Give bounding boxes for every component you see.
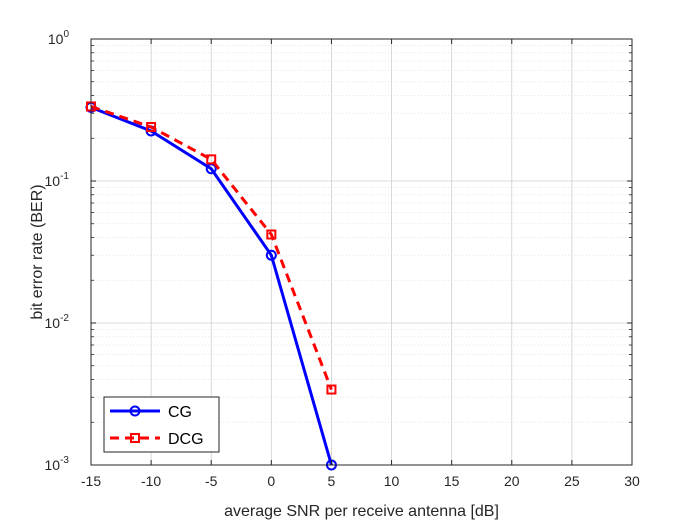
y-axis-label: bit error rate (BER) [29,184,46,319]
axes-box [90,38,633,466]
x-tick-label: 5 [328,473,336,489]
x-tick-labels: -15 -10 -5 0 5 10 15 20 25 30 [81,473,640,489]
x-tick-label: 0 [267,473,275,489]
data-point-dcg [266,229,277,240]
series-line-cg [90,105,333,466]
legend-label-dcg: DCG [168,431,204,448]
y-tick-label: 10-2 [45,313,70,331]
x-tick-label: 30 [624,473,640,489]
y-tick-label: 100 [48,29,70,47]
y-tick-labels: 100 10-1 10-2 10-3 [45,29,70,473]
data-point-dcg [326,384,337,395]
ticks [90,38,633,466]
data-point-cg [265,249,277,261]
x-tick-label: -10 [141,473,161,489]
x-tick-label: 25 [564,473,580,489]
x-tick-label: 10 [384,473,400,489]
x-tick-label: 20 [504,473,520,489]
plot-area [91,39,632,465]
x-axis-label: average SNR per receive antenna [dB] [224,503,499,520]
grid [91,39,632,465]
x-tick-label: -5 [205,473,218,489]
legend-marker-dcg [130,433,140,443]
x-tick-label: -15 [81,473,101,489]
data-point-dcg [146,122,157,133]
legend-box [103,396,220,453]
y-tick-label: 10-3 [45,455,70,473]
legend-label-cg: CG [168,404,192,421]
x-tick-label: 15 [444,473,460,489]
data-point-dcg [206,154,217,165]
y-tick-label: 10-1 [45,171,70,189]
legend: CG DCG [103,396,220,453]
legend-marker-cg [129,405,141,417]
